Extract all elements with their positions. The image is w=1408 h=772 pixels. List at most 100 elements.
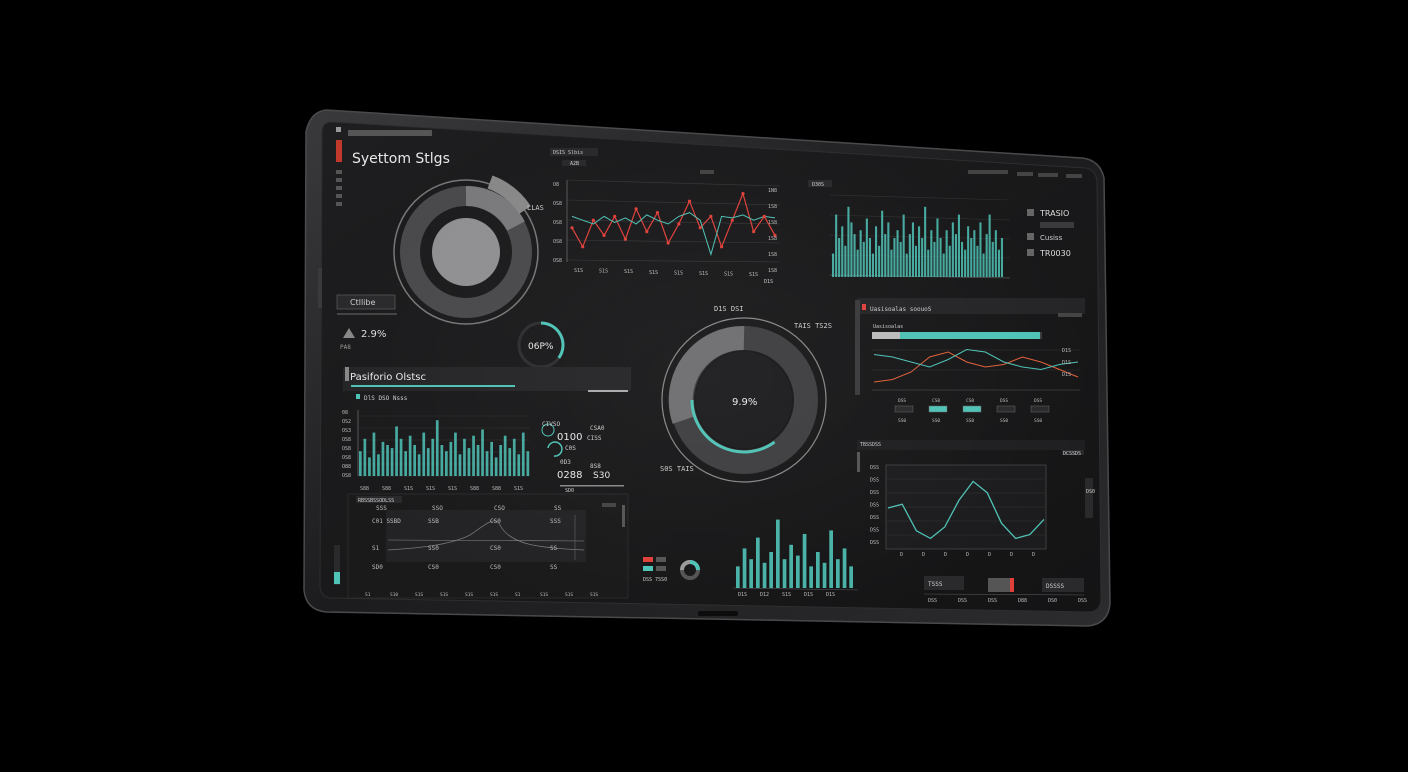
table-cell: SS (550, 545, 558, 552)
bar (769, 552, 773, 588)
x-tick-label: S1S (565, 592, 573, 598)
footer-label: DSS (958, 598, 967, 604)
center-top-left: D1S DSI (714, 305, 744, 313)
bar (809, 566, 813, 588)
metric-a-unit: CISS (587, 435, 602, 442)
sidebar-item[interactable] (336, 186, 342, 190)
platform-bar (404, 451, 407, 476)
y-tick-label: DSS (870, 528, 879, 534)
toggle-label: CS0 (966, 398, 974, 404)
toggle-chip[interactable] (928, 405, 948, 413)
x-tick-label: D1S (738, 592, 747, 598)
platform-bar (422, 432, 426, 476)
data-point (591, 218, 595, 222)
sidebar-item[interactable] (336, 194, 342, 198)
platform-bar (521, 432, 525, 476)
data-point (666, 241, 670, 245)
histogram-bar (954, 234, 957, 277)
histogram-bar (884, 234, 887, 277)
toggle-chip[interactable] (996, 405, 1016, 413)
histogram-bar (976, 245, 979, 277)
scroll-handle[interactable] (1085, 478, 1093, 518)
histogram-bar (948, 245, 951, 277)
center-bar-chart: D1S D12 S1S D1S D1S (732, 519, 859, 598)
platform-bar (503, 435, 507, 476)
toggle-chip[interactable] (962, 405, 982, 413)
x-tick-label: S1S (724, 272, 733, 278)
footer-bar: TSSS DSSSS DSS DSS DSS D88 DS0 DSS (923, 576, 1087, 604)
x-tick-label: D (966, 552, 969, 558)
platform-bar (359, 451, 362, 476)
y-tick-label: OS8 (553, 258, 562, 264)
platform-bar (440, 445, 444, 476)
x-tick-label: S1S (599, 269, 608, 275)
footer-slider[interactable] (988, 578, 1014, 592)
platform-bar (449, 441, 453, 476)
data-point (709, 214, 713, 218)
histogram-bar (856, 249, 859, 277)
table-cell: SSS (550, 518, 561, 525)
bar (802, 534, 807, 588)
x-tick-label: S1S (699, 271, 708, 277)
y-tick-label: OS8 (553, 220, 562, 226)
toggle-sub-label: SS0 (932, 418, 940, 424)
toggle-chip[interactable] (1030, 405, 1050, 413)
histogram-bar (979, 222, 982, 277)
platform-bar (467, 448, 471, 476)
table-cell: SSB (428, 518, 439, 525)
triangle-up-icon (343, 328, 355, 338)
platform-bar (499, 445, 502, 476)
toggle-label: DSS (1034, 398, 1042, 404)
platform-bar (517, 454, 521, 476)
series-line-teal (571, 212, 776, 257)
mini-legend: DSS 7SS0 (643, 557, 700, 583)
page-title: Syettom Stlgs (352, 151, 450, 167)
bar (796, 555, 800, 588)
data-point (655, 211, 660, 215)
refresh-icon[interactable] (547, 441, 563, 457)
platform-legend: DlS DSO Nsss (364, 395, 408, 402)
platform-bar (408, 435, 412, 476)
platform-bar (472, 435, 475, 476)
y-tick-label: OS8 (553, 239, 562, 245)
slider-handle[interactable] (1010, 578, 1014, 592)
top-chart-sub: A2B (570, 161, 579, 167)
toggle-chip[interactable] (894, 405, 914, 413)
sidebar-item[interactable] (336, 202, 342, 206)
metric-c-value: S30 (593, 471, 610, 481)
bar (836, 559, 840, 588)
data-point (677, 222, 681, 226)
table-cell: C01 SSBD (372, 518, 401, 525)
y-tick-label: OS8 (342, 446, 351, 452)
home-indicator (698, 611, 738, 616)
x-tick-label: S1S (440, 592, 448, 598)
mini-legend-label: DSS 7SS0 (643, 577, 667, 583)
table-cell: CS0 (490, 564, 501, 571)
y-tick-label: DSS (870, 465, 879, 471)
data-point (730, 218, 734, 222)
histogram-bar (930, 230, 933, 277)
histogram-bar (924, 206, 927, 277)
x-tick-label: S1S (649, 270, 658, 276)
metric-a-label: CIVSO (542, 421, 560, 428)
platform-bar (377, 454, 380, 476)
footer-box-left[interactable] (924, 576, 964, 590)
platform-bar (445, 451, 448, 476)
legend-swatch (1027, 233, 1034, 240)
histogram-bar (881, 210, 884, 277)
histogram-bar (847, 206, 850, 277)
histogram-bar (988, 214, 991, 277)
footer-box-right[interactable] (1042, 578, 1084, 592)
platform-bar (431, 438, 435, 476)
sidebar-item[interactable] (336, 170, 342, 174)
top-chart-legend-value: D1S (764, 279, 773, 285)
histogram-bar (921, 238, 924, 277)
histogram-bar (890, 249, 893, 277)
histogram-bar (868, 238, 871, 277)
y-tick-label: OS8 (342, 455, 351, 461)
histogram-bar (844, 245, 847, 277)
chart-tab[interactable] (550, 148, 598, 156)
sidebar-item[interactable] (336, 178, 342, 182)
side-button[interactable] (318, 268, 322, 308)
x-tick-label: S1 (365, 592, 371, 598)
